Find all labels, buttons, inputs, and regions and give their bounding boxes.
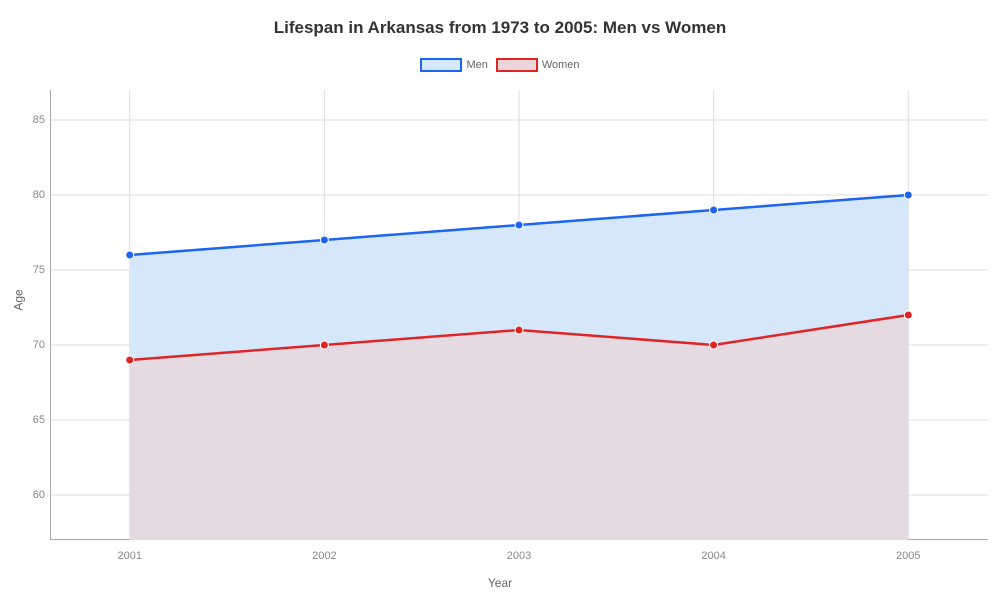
y-tick-label: 85 [15, 114, 45, 126]
x-axis-label: Year [488, 576, 512, 590]
x-tick-label: 2004 [701, 550, 725, 562]
legend-item-women: Women [496, 58, 580, 72]
x-tick-label: 2002 [312, 550, 336, 562]
x-tick-label: 2005 [896, 550, 920, 562]
legend-label-men: Men [466, 59, 487, 71]
chart-container: Lifespan in Arkansas from 1973 to 2005: … [0, 0, 1000, 600]
y-tick-label: 70 [15, 339, 45, 351]
chart-title: Lifespan in Arkansas from 1973 to 2005: … [0, 0, 1000, 38]
y-tick-label: 75 [15, 264, 45, 276]
plot-area [50, 90, 988, 540]
legend: Men Women [0, 58, 1000, 72]
y-tick-label: 60 [15, 489, 45, 501]
legend-label-women: Women [542, 59, 580, 71]
legend-item-men: Men [420, 58, 487, 72]
legend-swatch-women [496, 58, 538, 72]
y-tick-label: 65 [15, 414, 45, 426]
y-axis-label: Age [12, 289, 26, 310]
legend-swatch-men [420, 58, 462, 72]
x-tick-label: 2003 [507, 550, 531, 562]
y-tick-label: 80 [15, 189, 45, 201]
x-tick-label: 2001 [117, 550, 141, 562]
chart-svg [50, 90, 988, 540]
